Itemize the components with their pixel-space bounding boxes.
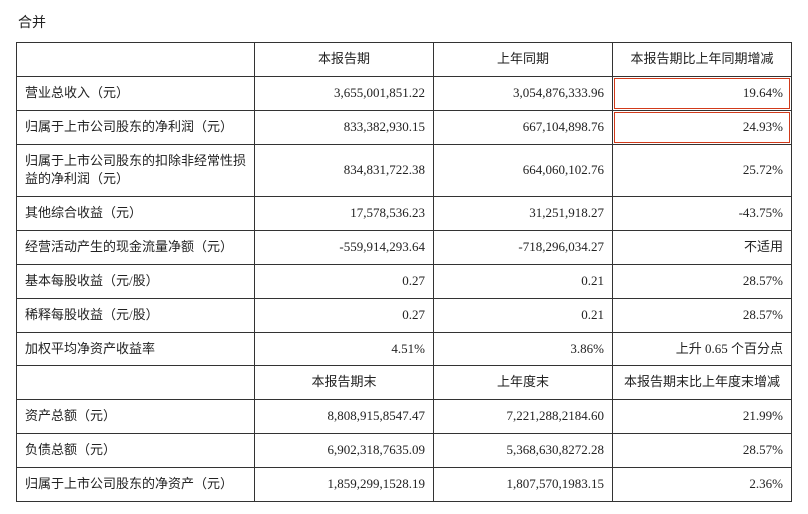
row-label: 基本每股收益（元/股） — [17, 264, 255, 298]
table-row: 其他综合收益（元）17,578,536.2331,251,918.27-43.7… — [17, 197, 792, 231]
row-label: 资产总额（元） — [17, 400, 255, 434]
cell-value: -559,914,293.64 — [255, 231, 434, 265]
table-row: 基本每股收益（元/股）0.270.2128.57% — [17, 264, 792, 298]
header-col-2: 上年同期 — [434, 43, 613, 77]
cell-value: 17,578,536.23 — [255, 197, 434, 231]
cell-value: 1,859,299,1528.19 — [255, 467, 434, 501]
row-label: 营业总收入（元） — [17, 76, 255, 110]
cell-value: 8,808,915,8547.47 — [255, 400, 434, 434]
cell-value: -718,296,034.27 — [434, 231, 613, 265]
row-label: 归属于上市公司股东的净资产（元） — [17, 467, 255, 501]
row-label: 经营活动产生的现金流量净额（元） — [17, 231, 255, 265]
cell-value: 28.57% — [613, 298, 792, 332]
table-title: 合并 — [18, 12, 792, 32]
cell-value: 21.99% — [613, 400, 792, 434]
cell-value: 833,382,930.15 — [255, 110, 434, 144]
cell-value: 25.72% — [613, 144, 792, 197]
cell-value: 24.93% — [613, 110, 792, 144]
table-row: 经营活动产生的现金流量净额（元）-559,914,293.64-718,296,… — [17, 231, 792, 265]
table-row: 负债总额（元）6,902,318,7635.095,368,630,8272.2… — [17, 434, 792, 468]
header-col-3: 本报告期比上年同期增减 — [613, 43, 792, 77]
cell-value: 0.21 — [434, 264, 613, 298]
cell-value: 31,251,918.27 — [434, 197, 613, 231]
row-label: 加权平均净资产收益率 — [17, 332, 255, 366]
cell-value: 4.51% — [255, 332, 434, 366]
cell-value: 19.64% — [613, 76, 792, 110]
cell-value: 667,104,898.76 — [434, 110, 613, 144]
cell-value: 28.57% — [613, 264, 792, 298]
table-row: 归属于上市公司股东的净利润（元）833,382,930.15667,104,89… — [17, 110, 792, 144]
cell-value: 0.27 — [255, 264, 434, 298]
row-label: 其他综合收益（元） — [17, 197, 255, 231]
header-col-1: 本报告期末 — [255, 366, 434, 400]
table-row: 归属于上市公司股东的扣除非经常性损益的净利润（元）834,831,722.386… — [17, 144, 792, 197]
header-row-end: 本报告期末上年度末本报告期末比上年度末增减 — [17, 366, 792, 400]
table-row: 资产总额（元）8,808,915,8547.477,221,288,2184.6… — [17, 400, 792, 434]
header-blank — [17, 43, 255, 77]
cell-value: 1,807,570,1983.15 — [434, 467, 613, 501]
cell-value: 0.21 — [434, 298, 613, 332]
row-label: 稀释每股收益（元/股） — [17, 298, 255, 332]
table-row: 加权平均净资产收益率4.51%3.86%上升 0.65 个百分点 — [17, 332, 792, 366]
table-row: 归属于上市公司股东的净资产（元）1,859,299,1528.191,807,5… — [17, 467, 792, 501]
row-label: 归属于上市公司股东的扣除非经常性损益的净利润（元） — [17, 144, 255, 197]
cell-value: 664,060,102.76 — [434, 144, 613, 197]
row-label: 负债总额（元） — [17, 434, 255, 468]
header-col-3: 本报告期末比上年度末增减 — [613, 366, 792, 400]
cell-value: 6,902,318,7635.09 — [255, 434, 434, 468]
cell-value: 0.27 — [255, 298, 434, 332]
cell-value: 834,831,722.38 — [255, 144, 434, 197]
financial-table: 本报告期上年同期本报告期比上年同期增减营业总收入（元）3,655,001,851… — [16, 42, 792, 502]
cell-value: 3,655,001,851.22 — [255, 76, 434, 110]
cell-value: 上升 0.65 个百分点 — [613, 332, 792, 366]
header-col-1: 本报告期 — [255, 43, 434, 77]
cell-value: 2.36% — [613, 467, 792, 501]
header-col-2: 上年度末 — [434, 366, 613, 400]
cell-value: 3.86% — [434, 332, 613, 366]
header-row-period: 本报告期上年同期本报告期比上年同期增减 — [17, 43, 792, 77]
header-blank — [17, 366, 255, 400]
cell-value: 5,368,630,8272.28 — [434, 434, 613, 468]
row-label: 归属于上市公司股东的净利润（元） — [17, 110, 255, 144]
cell-value: 3,054,876,333.96 — [434, 76, 613, 110]
table-row: 营业总收入（元）3,655,001,851.223,054,876,333.96… — [17, 76, 792, 110]
table-row: 稀释每股收益（元/股）0.270.2128.57% — [17, 298, 792, 332]
cell-value: -43.75% — [613, 197, 792, 231]
cell-value: 7,221,288,2184.60 — [434, 400, 613, 434]
cell-value: 28.57% — [613, 434, 792, 468]
cell-value: 不适用 — [613, 231, 792, 265]
